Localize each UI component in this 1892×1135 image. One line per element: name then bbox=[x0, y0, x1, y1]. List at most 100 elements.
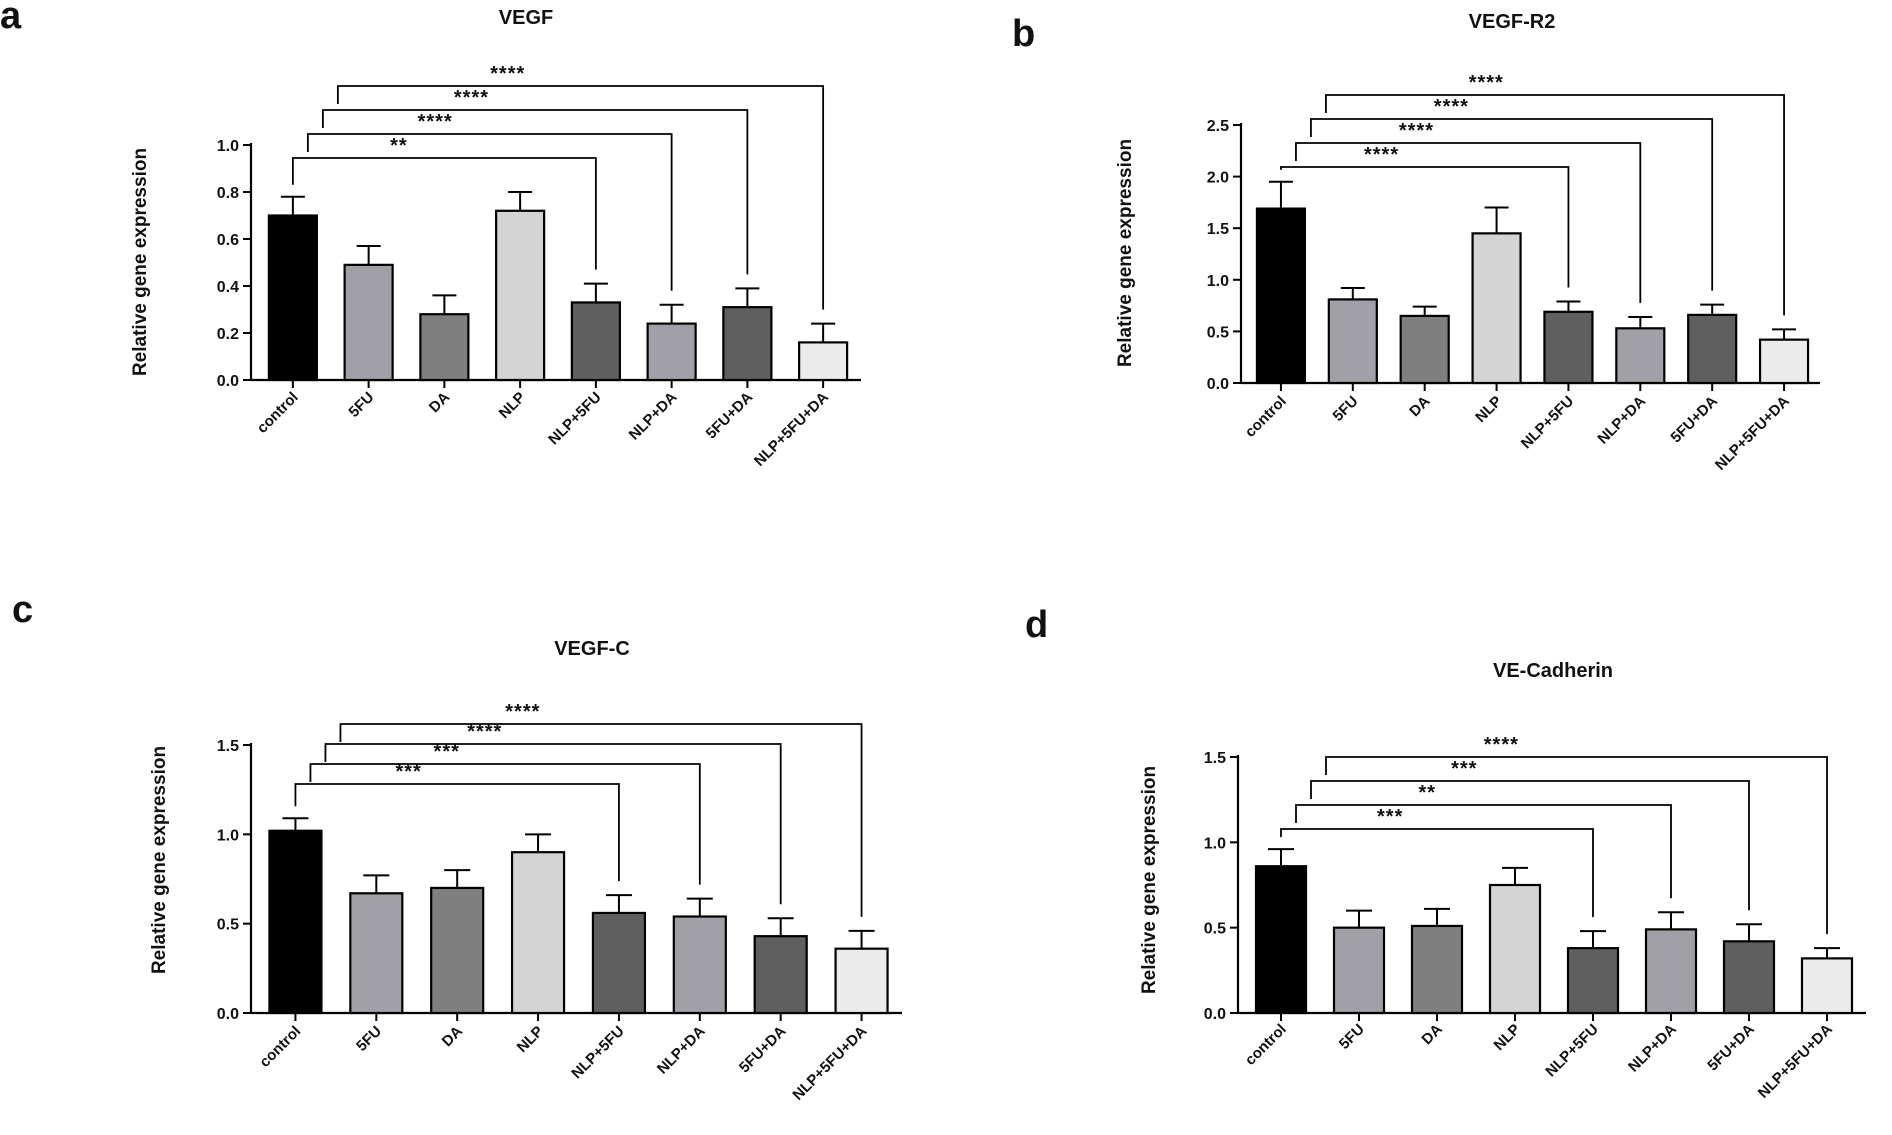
significance-label: ** bbox=[390, 135, 408, 157]
panel-a: a VEGF Relative gene expression 0.00.20.… bbox=[0, 0, 861, 470]
x-tick-label: 5FU+DA bbox=[1704, 1021, 1758, 1075]
significance-label: **** bbox=[467, 721, 502, 743]
x-tick-label: 5FU+DA bbox=[1667, 393, 1721, 447]
bar bbox=[1687, 313, 1738, 385]
bar bbox=[1644, 928, 1698, 1015]
significance-label: *** bbox=[1377, 806, 1403, 828]
bar bbox=[1332, 926, 1386, 1015]
y-tick-label: 0.6 bbox=[217, 232, 239, 249]
y-tick-label: 1.0 bbox=[1204, 835, 1226, 852]
bar bbox=[672, 915, 727, 1015]
bar bbox=[798, 341, 849, 382]
y-tick-label: 0.8 bbox=[217, 185, 239, 202]
plot-area-c: 0.0 0.5 1.0 1.5 control 5FU DA NLP NLP+5FU NLP+DA… bbox=[217, 701, 902, 1104]
x-tick-label: NLP+5FU+DA bbox=[789, 1023, 870, 1104]
x-tick-label: NLP+DA bbox=[654, 1023, 709, 1078]
y-tick-label: 1.5 bbox=[1207, 221, 1229, 238]
significance-label: *** bbox=[434, 741, 460, 763]
x-tick-label: NLP bbox=[1472, 393, 1505, 426]
bar bbox=[1758, 338, 1810, 385]
significance-bracket bbox=[336, 85, 825, 310]
bar bbox=[1254, 865, 1308, 1015]
y-tick-label: 1.0 bbox=[1207, 273, 1229, 290]
bar bbox=[646, 322, 697, 382]
x-tick-label: 5FU bbox=[353, 1023, 385, 1055]
bar bbox=[1399, 314, 1450, 385]
panel-d: d VE-Cadherin Relative gene expression 0… bbox=[1025, 604, 1866, 1102]
significance-label: **** bbox=[1484, 734, 1519, 756]
y-tick-label: 2.5 bbox=[1207, 118, 1229, 135]
plot-area-a: 0.0 0.2 0.4 0.6 0.8 1.0 control 5FU DA NLP NLP+5FU… bbox=[217, 63, 861, 470]
bar bbox=[1488, 883, 1542, 1015]
bar bbox=[1800, 957, 1854, 1015]
chart-title-a: VEGF bbox=[499, 7, 553, 29]
significance-bracket bbox=[294, 783, 620, 882]
chart-title-b: VEGF-R2 bbox=[1469, 11, 1556, 33]
chart-title-c: VEGF-C bbox=[554, 638, 630, 660]
y-tick-label: 0.5 bbox=[1204, 921, 1226, 938]
bar bbox=[1566, 947, 1620, 1015]
x-tick-label: control bbox=[1242, 1021, 1290, 1069]
significance-bracket bbox=[291, 157, 597, 270]
x-tick-label: 5FU+DA bbox=[703, 389, 757, 443]
significance-bracket bbox=[321, 109, 749, 275]
bar bbox=[1543, 310, 1594, 385]
significance-bracket bbox=[1295, 142, 1642, 303]
significance-bracket bbox=[339, 723, 863, 917]
y-tick-label: 0.2 bbox=[217, 326, 239, 343]
x-tick-label: control bbox=[254, 389, 302, 437]
bar bbox=[591, 911, 647, 1015]
significance-label: **** bbox=[418, 111, 453, 133]
significance-bracket bbox=[1310, 780, 1750, 911]
significance-bracket bbox=[309, 763, 701, 885]
bar bbox=[495, 209, 546, 382]
plot-area-d: 0.0 0.5 1.0 1.5 control 5FU DA NLP NLP+5FU NLP+DA… bbox=[1204, 734, 1866, 1102]
x-tick-label: 5FU bbox=[1336, 1021, 1368, 1053]
x-tick-label: NLP+5FU bbox=[568, 1023, 627, 1082]
significance-label: **** bbox=[505, 701, 540, 723]
bar bbox=[267, 214, 318, 382]
bar bbox=[1255, 207, 1307, 385]
panel-letter-d: d bbox=[1025, 604, 1048, 646]
plot-area-b: 0.0 0.5 1.0 1.5 2.0 2.5 control 5FU DA NLP NLP+5FU… bbox=[1207, 72, 1820, 474]
bar bbox=[343, 263, 394, 382]
x-tick-label: DA bbox=[1418, 1021, 1445, 1048]
y-axis-label-c: Relative gene expression bbox=[149, 746, 170, 974]
y-tick-label: 1.5 bbox=[217, 738, 239, 755]
bar bbox=[1327, 298, 1378, 385]
panel-b: b VEGF-R2 Relative gene expression 0.00.… bbox=[1012, 11, 1820, 474]
significance-bracket bbox=[1325, 756, 1828, 935]
y-tick-label: 0.0 bbox=[217, 1006, 239, 1023]
chart-title-d: VE-Cadherin bbox=[1493, 660, 1613, 682]
bar bbox=[1471, 232, 1522, 385]
y-tick-label: 0.0 bbox=[1204, 1006, 1226, 1023]
bar bbox=[834, 947, 889, 1015]
y-tick-label: 0.5 bbox=[1207, 324, 1229, 341]
panel-c: c VEGF-C Relative gene expression 0.0 0.5… bbox=[12, 589, 902, 1104]
x-tick-label: control bbox=[256, 1023, 304, 1071]
y-tick-label: 2.0 bbox=[1207, 170, 1229, 187]
bar bbox=[510, 851, 566, 1015]
significance-label: **** bbox=[1364, 144, 1399, 166]
x-tick-label: DA bbox=[439, 1023, 466, 1050]
y-tick-label: 1.5 bbox=[1204, 750, 1226, 767]
x-tick-label: control bbox=[1242, 393, 1290, 441]
x-tick-label: 5FU+DA bbox=[736, 1023, 790, 1077]
x-tick-label: NLP bbox=[514, 1023, 547, 1056]
x-tick-label: NLP+5FU+DA bbox=[1755, 1021, 1836, 1102]
significance-bracket bbox=[306, 133, 673, 291]
y-tick-label: 0.5 bbox=[217, 917, 239, 934]
x-tick-label: NLP+5FU bbox=[1518, 393, 1577, 452]
x-tick-label: NLP bbox=[496, 389, 529, 422]
panel-letter-c: c bbox=[12, 589, 33, 631]
y-axis-label-d: Relative gene expression bbox=[1139, 766, 1160, 994]
significance-bracket bbox=[1325, 94, 1785, 316]
bar bbox=[1722, 940, 1776, 1015]
significance-label: *** bbox=[1451, 758, 1477, 780]
significance-bracket bbox=[1280, 828, 1594, 918]
significance-label: *** bbox=[395, 761, 421, 783]
x-tick-label: NLP+5FU+DA bbox=[1712, 393, 1793, 474]
panel-letter-a: a bbox=[0, 0, 22, 37]
bar bbox=[570, 301, 621, 382]
